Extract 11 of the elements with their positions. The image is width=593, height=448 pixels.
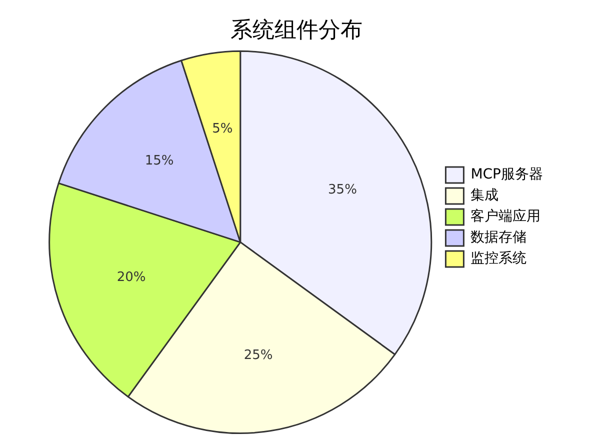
legend-label: 数据存储	[470, 230, 527, 246]
legend-label: 客户端应用	[470, 208, 541, 225]
data-label: 5%	[212, 121, 233, 136]
data-label: 25%	[244, 348, 273, 363]
chart-title: 系统组件分布	[230, 18, 362, 43]
legend-label: 监控系统	[470, 250, 527, 267]
data-label: 15%	[144, 154, 174, 169]
data-label: 35%	[328, 182, 357, 198]
legend-label: MCP服务器	[470, 166, 543, 183]
data-label: 20%	[116, 270, 146, 285]
legend-label: 集成	[470, 188, 499, 204]
